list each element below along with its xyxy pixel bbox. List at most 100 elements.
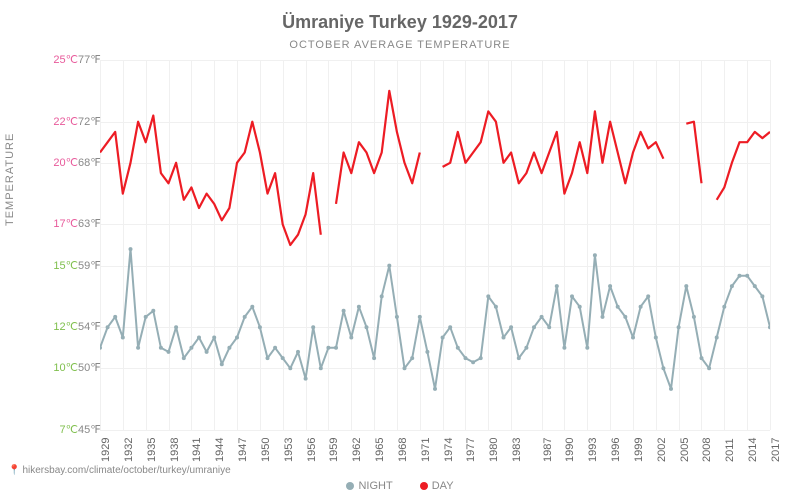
- night-marker: [745, 274, 749, 278]
- night-marker: [760, 294, 764, 298]
- y-tick-celsius: 22℃: [38, 115, 78, 128]
- night-marker: [509, 325, 513, 329]
- night-marker: [387, 264, 391, 268]
- y-tick-celsius: 7℃: [38, 423, 78, 436]
- y-tick-celsius: 15℃: [38, 259, 78, 272]
- x-tick-year: 2011: [724, 438, 736, 462]
- night-marker: [738, 274, 742, 278]
- night-marker: [486, 294, 490, 298]
- night-marker: [349, 336, 353, 340]
- night-marker: [585, 346, 589, 350]
- y-tick-fahrenheit: 50℉: [78, 361, 101, 374]
- x-tick-year: 1929: [100, 438, 112, 462]
- night-marker: [654, 336, 658, 340]
- night-marker: [311, 325, 315, 329]
- night-marker: [570, 294, 574, 298]
- night-marker: [562, 346, 566, 350]
- night-marker: [669, 387, 673, 391]
- night-marker: [100, 346, 102, 350]
- night-series-line: [100, 247, 770, 391]
- night-marker: [540, 315, 544, 319]
- x-tick-year: 1980: [488, 438, 500, 462]
- night-marker: [494, 305, 498, 309]
- y-tick-fahrenheit: 54℉: [78, 320, 101, 333]
- night-marker: [326, 346, 330, 350]
- night-marker: [129, 247, 133, 251]
- night-marker: [433, 387, 437, 391]
- y-tick-celsius: 17℃: [38, 217, 78, 230]
- night-marker: [342, 309, 346, 313]
- night-marker: [639, 305, 643, 309]
- night-marker: [250, 305, 254, 309]
- chart-legend: NIGHT DAY: [0, 480, 800, 492]
- source-attribution: 📍hikersbay.com/climate/october/turkey/um…: [8, 465, 231, 476]
- night-marker: [220, 362, 224, 366]
- night-marker: [167, 350, 171, 354]
- night-marker: [304, 377, 308, 381]
- night-marker: [182, 356, 186, 360]
- night-marker: [258, 325, 262, 329]
- day-series-line: [336, 91, 420, 204]
- x-tick-year: 1999: [633, 438, 645, 462]
- night-marker: [425, 350, 429, 354]
- x-tick-year: 1938: [169, 438, 181, 462]
- night-marker: [753, 284, 757, 288]
- day-series-line: [100, 116, 321, 246]
- y-tick-celsius: 25℃: [38, 53, 78, 66]
- night-marker: [448, 325, 452, 329]
- night-marker: [121, 336, 125, 340]
- night-marker: [296, 350, 300, 354]
- night-marker: [677, 325, 681, 329]
- night-marker: [730, 284, 734, 288]
- night-marker: [243, 315, 247, 319]
- night-marker: [517, 356, 521, 360]
- x-tick-year: 1935: [146, 438, 158, 462]
- day-series-line: [443, 111, 664, 193]
- night-marker: [319, 366, 323, 370]
- x-tick-year: 1987: [542, 438, 554, 462]
- source-url: hikersbay.com/climate/october/turkey/umr…: [22, 465, 230, 476]
- y-tick-fahrenheit: 59℉: [78, 259, 101, 272]
- y-axis-label: TEMPERATURE: [4, 133, 16, 226]
- night-marker: [616, 305, 620, 309]
- x-tick-year: 1977: [465, 438, 477, 462]
- night-marker: [151, 309, 155, 313]
- x-tick-year: 1947: [237, 438, 249, 462]
- night-marker: [479, 356, 483, 360]
- night-marker: [212, 336, 216, 340]
- night-marker: [547, 325, 551, 329]
- x-tick-year: 2005: [679, 438, 691, 462]
- grid-line: [100, 430, 770, 431]
- night-marker: [623, 315, 627, 319]
- night-marker: [601, 315, 605, 319]
- x-tick-year: 1965: [374, 438, 386, 462]
- night-marker: [471, 360, 475, 364]
- night-marker: [403, 366, 407, 370]
- day-marker-icon: [420, 482, 428, 490]
- night-marker: [159, 346, 163, 350]
- night-marker: [456, 346, 460, 350]
- day-series-line: [686, 122, 701, 184]
- night-marker: [144, 315, 148, 319]
- night-marker: [715, 336, 719, 340]
- night-series-line: [100, 249, 770, 389]
- x-tick-year: 1944: [214, 438, 226, 462]
- night-marker: [768, 325, 770, 329]
- x-tick-year: 1953: [283, 438, 295, 462]
- night-marker: [502, 336, 506, 340]
- night-marker: [395, 315, 399, 319]
- night-marker: [524, 346, 528, 350]
- night-marker: [578, 305, 582, 309]
- night-marker: [273, 346, 277, 350]
- night-marker: [646, 294, 650, 298]
- chart-subtitle: OCTOBER AVERAGE TEMPERATURE: [0, 39, 800, 51]
- y-tick-fahrenheit: 77℉: [78, 53, 101, 66]
- x-tick-year: 1950: [260, 438, 272, 462]
- night-marker: [464, 356, 468, 360]
- night-marker: [288, 366, 292, 370]
- night-marker: [593, 253, 597, 257]
- temperature-chart: Ümraniye Turkey 1929-2017 OCTOBER AVERAG…: [0, 0, 800, 500]
- night-marker: [372, 356, 376, 360]
- legend-day-label: DAY: [432, 480, 454, 492]
- night-marker: [661, 366, 665, 370]
